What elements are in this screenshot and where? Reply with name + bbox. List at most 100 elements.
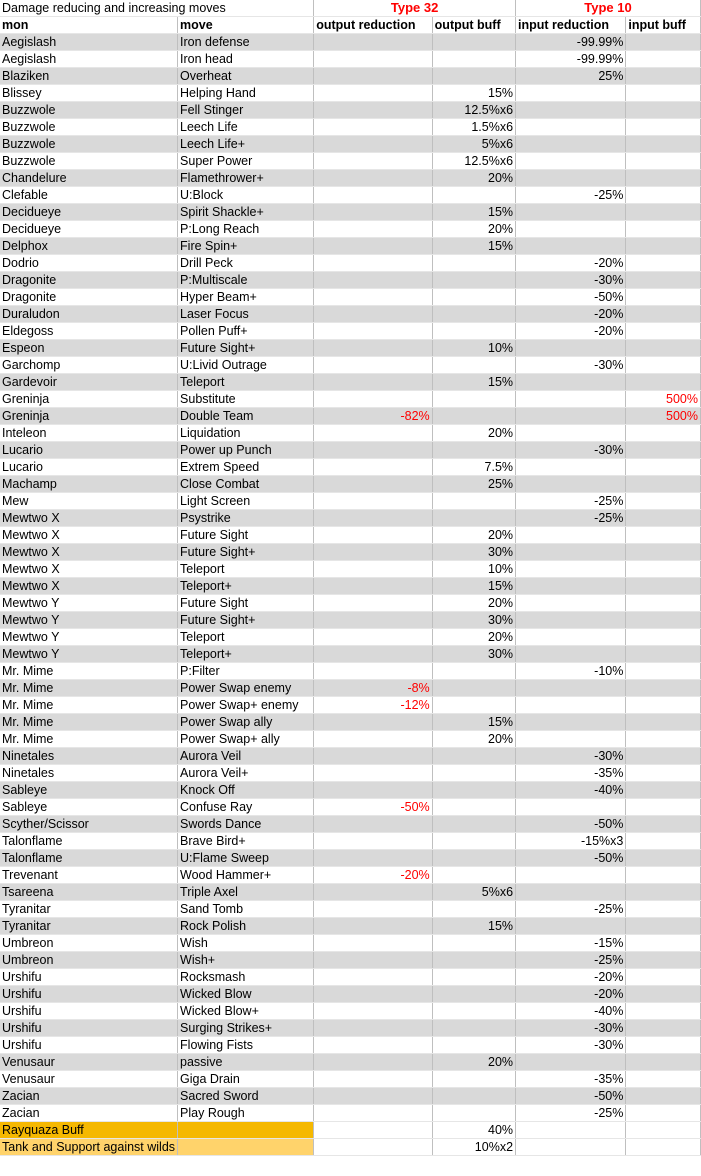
mon-cell: Buzzwole xyxy=(0,135,179,153)
mon-cell: Mew xyxy=(0,492,179,510)
move-cell: Giga Drain xyxy=(177,1070,315,1088)
col-header-input-reduction: input reduction xyxy=(515,16,627,34)
output-reduction-cell xyxy=(313,475,433,493)
output-reduction-cell xyxy=(313,509,433,527)
output-buff-cell: 10%x2 xyxy=(432,1138,517,1156)
move-cell: Power Swap+ ally xyxy=(177,730,315,748)
output-reduction-cell xyxy=(313,917,433,935)
input-buff-cell xyxy=(625,883,701,901)
output-buff-cell xyxy=(432,33,517,51)
input-buff-cell xyxy=(625,1070,701,1088)
output-reduction-cell xyxy=(313,339,433,357)
table-row: Inteleon Liquidation 20% xyxy=(0,424,701,442)
mon-cell: Mr. Mime xyxy=(0,730,179,748)
output-buff-cell: 20% xyxy=(432,730,517,748)
move-cell: P:Long Reach xyxy=(177,220,315,238)
table-row: Sableye Knock Off -40% xyxy=(0,781,701,799)
table-row: Buzzwole Super Power 12.5%x6 xyxy=(0,152,701,170)
input-buff-cell xyxy=(625,220,701,238)
move-cell: Flowing Fists xyxy=(177,1036,315,1054)
col-header-mon: mon xyxy=(0,16,179,34)
input-reduction-cell xyxy=(515,424,627,442)
input-reduction-cell xyxy=(515,628,627,646)
move-cell: Rock Polish xyxy=(177,917,315,935)
output-buff-cell xyxy=(432,1087,517,1105)
output-reduction-cell xyxy=(313,441,433,459)
move-cell: Teleport xyxy=(177,560,315,578)
output-reduction-cell xyxy=(313,152,433,170)
table-row: Urshifu Surging Strikes+ -30% xyxy=(0,1019,701,1037)
output-buff-cell: 30% xyxy=(432,645,517,663)
col-header-move: move xyxy=(177,16,315,34)
output-reduction-cell xyxy=(313,543,433,561)
output-buff-cell xyxy=(432,815,517,833)
mon-cell: Umbreon xyxy=(0,934,179,952)
output-buff-cell xyxy=(432,849,517,867)
table-row: Decidueye P:Long Reach 20% xyxy=(0,220,701,238)
move-cell: U:Block xyxy=(177,186,315,204)
output-reduction-cell xyxy=(313,288,433,306)
move-cell: Double Team xyxy=(177,407,315,425)
mon-cell: Dragonite xyxy=(0,271,179,289)
output-reduction-cell xyxy=(313,458,433,476)
output-buff-cell xyxy=(432,271,517,289)
output-buff-cell xyxy=(432,288,517,306)
table-row: Mr. Mime Power Swap+ ally 20% xyxy=(0,730,701,748)
table-row: Mewtwo X Teleport+ 15% xyxy=(0,577,701,595)
table-row: Machamp Close Combat 25% xyxy=(0,475,701,493)
move-cell: Power up Punch xyxy=(177,441,315,459)
mon-cell: Greninja xyxy=(0,390,179,408)
output-buff-cell xyxy=(432,509,517,527)
input-buff-cell xyxy=(625,628,701,646)
output-reduction-cell: -20% xyxy=(313,866,433,884)
input-reduction-cell: -99.99% xyxy=(515,33,627,51)
move-cell: Iron head xyxy=(177,50,315,68)
input-reduction-cell: -25% xyxy=(515,509,627,527)
output-buff-cell: 20% xyxy=(432,594,517,612)
input-buff-cell xyxy=(625,543,701,561)
move-cell: Power Swap ally xyxy=(177,713,315,731)
output-reduction-cell xyxy=(313,832,433,850)
move-cell: Sand Tomb xyxy=(177,900,315,918)
rayquaza-buff-row: Rayquaza Buff 40% xyxy=(0,1121,701,1139)
move-cell: Iron defense xyxy=(177,33,315,51)
input-reduction-cell: -20% xyxy=(515,322,627,340)
move-cell: passive xyxy=(177,1053,315,1071)
output-buff-cell: 30% xyxy=(432,543,517,561)
mon-cell: Talonflame xyxy=(0,849,179,867)
table-row: Dragonite Hyper Beam+ -50% xyxy=(0,288,701,306)
move-cell: Super Power xyxy=(177,152,315,170)
input-reduction-cell: -20% xyxy=(515,968,627,986)
move-cell: Fell Stinger xyxy=(177,101,315,119)
output-buff-cell xyxy=(432,798,517,816)
table-row: Aegislash Iron head -99.99% xyxy=(0,50,701,68)
footer-fill-cell xyxy=(177,1138,315,1156)
output-buff-cell xyxy=(432,747,517,765)
input-reduction-cell: -20% xyxy=(515,254,627,272)
input-reduction-cell: -30% xyxy=(515,271,627,289)
input-reduction-cell xyxy=(515,696,627,714)
input-reduction-cell: -40% xyxy=(515,1002,627,1020)
output-buff-cell: 15% xyxy=(432,237,517,255)
table-row: Sableye Confuse Ray -50% xyxy=(0,798,701,816)
table-row: Venusaur passive 20% xyxy=(0,1053,701,1071)
table-row: Gardevoir Teleport 15% xyxy=(0,373,701,391)
input-reduction-cell: -50% xyxy=(515,815,627,833)
input-reduction-cell: -10% xyxy=(515,662,627,680)
output-buff-cell xyxy=(432,968,517,986)
output-reduction-cell xyxy=(313,628,433,646)
move-cell: Leech Life+ xyxy=(177,135,315,153)
move-cell: Brave Bird+ xyxy=(177,832,315,850)
table-row: Clefable U:Block -25% xyxy=(0,186,701,204)
output-reduction-cell xyxy=(313,934,433,952)
input-buff-cell: 500% xyxy=(625,407,701,425)
mon-cell: Inteleon xyxy=(0,424,179,442)
input-buff-cell xyxy=(625,798,701,816)
input-buff-cell xyxy=(625,288,701,306)
table-row: Tyranitar Rock Polish 15% xyxy=(0,917,701,935)
mon-cell: Scyther/Scissor xyxy=(0,815,179,833)
output-buff-cell xyxy=(432,67,517,85)
output-reduction-cell xyxy=(313,1070,433,1088)
output-reduction-cell xyxy=(313,305,433,323)
input-buff-cell xyxy=(625,679,701,697)
